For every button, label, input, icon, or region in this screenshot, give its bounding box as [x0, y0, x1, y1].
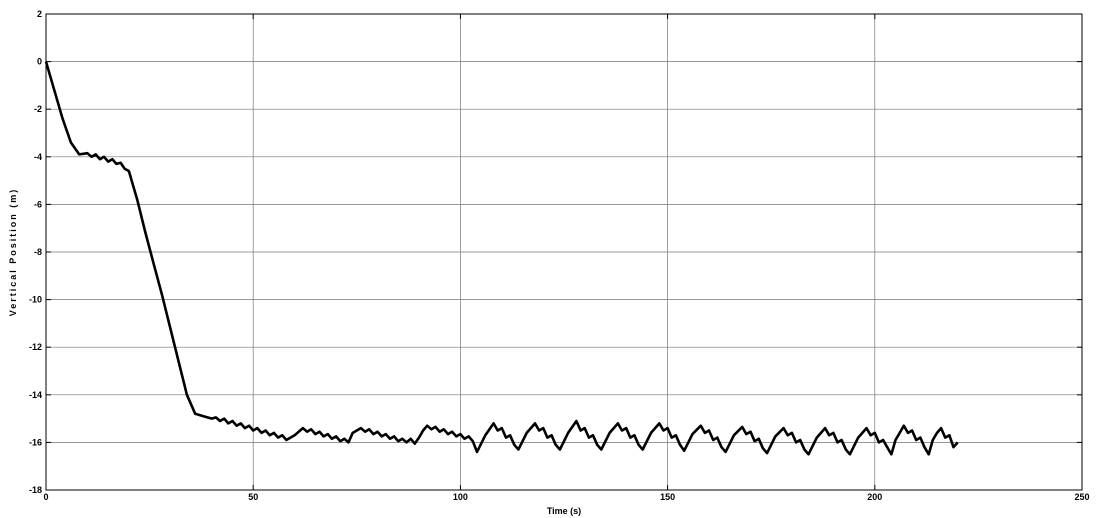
series-line [44, 61, 959, 456]
y-tick-label: -18 [29, 485, 42, 495]
y-tick-label: -4 [34, 152, 42, 162]
y-tick-label: -16 [29, 437, 42, 447]
tick-labels: 0 50 100 150 200 250 2 0 -2 -4 -6 -8 -10 -12 -14 -16 -18 [29, 9, 1090, 502]
y-tick-label: -14 [29, 390, 42, 400]
y-tick-label: -2 [34, 104, 42, 114]
x-tick-label: 250 [1074, 492, 1089, 502]
y-tick-label: 0 [37, 57, 42, 67]
grid-lines [46, 14, 1082, 490]
y-tick-label: 2 [37, 9, 42, 19]
x-tick-label: 100 [453, 492, 468, 502]
x-tick-label: 150 [660, 492, 675, 502]
y-axis-label: Vertical Position (m) [8, 188, 18, 317]
y-tick-label: -8 [34, 247, 42, 257]
plot-frame [45, 13, 1083, 491]
y-tick-label: -12 [29, 342, 42, 352]
y-tick-label: -10 [29, 295, 42, 305]
y-tick-label: -6 [34, 199, 42, 209]
x-tick-label: 0 [43, 492, 48, 502]
x-axis-label: Time (s) [547, 506, 581, 516]
x-tick-label: 50 [248, 492, 258, 502]
x-tick-label: 200 [867, 492, 882, 502]
